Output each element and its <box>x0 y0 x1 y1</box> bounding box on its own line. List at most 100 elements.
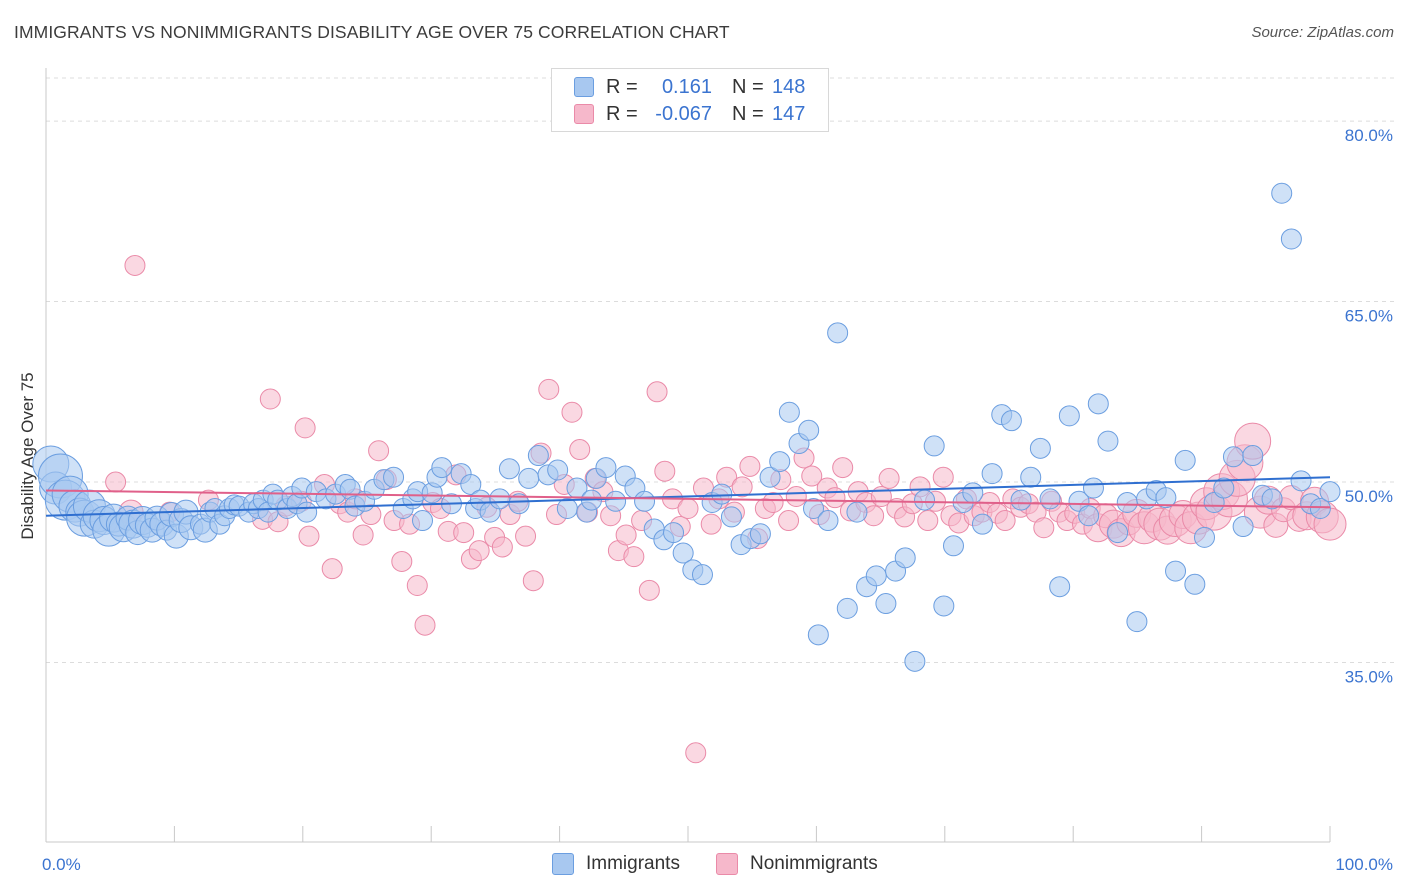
nonimmigrants-point <box>569 439 591 461</box>
correlation-legend: R = 0.161 N = 148 R = -0.067 N = 147 <box>551 68 829 132</box>
immigrants-point <box>508 493 530 515</box>
immigrants-point <box>1049 576 1071 598</box>
immigrants-point <box>894 547 916 569</box>
immigrants-point <box>1155 487 1177 509</box>
immigrants-point <box>798 419 820 441</box>
nonimmigrants-point <box>298 525 320 547</box>
immigrants-point <box>527 445 549 467</box>
immigrants-point <box>431 457 453 479</box>
immigrants-point <box>691 564 713 586</box>
immigrants-point <box>769 451 791 473</box>
nonimmigrants-point <box>801 465 823 487</box>
nonimmigrants-point <box>739 455 761 477</box>
nonimmigrants-point <box>878 467 900 489</box>
nonimmigrants-point <box>414 614 436 636</box>
y-tick-label: 65.0% <box>1345 307 1393 326</box>
nonimmigrants-point <box>700 513 722 535</box>
immigrants-point <box>807 624 829 646</box>
immigrants-point <box>836 597 858 619</box>
immigrants-point <box>711 483 733 505</box>
nonimmigrants-point <box>785 485 807 507</box>
x-tick-label: 100.0% <box>1335 855 1393 874</box>
immigrants-point <box>412 510 434 532</box>
immigrants-point <box>1000 410 1022 432</box>
immigrants-point <box>749 523 771 545</box>
legend-n-value: 147 <box>772 102 806 125</box>
immigrants-point <box>547 459 569 481</box>
immigrants-point <box>971 513 993 535</box>
nonimmigrants-legend-swatch <box>716 853 738 875</box>
immigrants-point <box>720 506 742 528</box>
immigrants-legend-label: Immigrants <box>586 853 680 874</box>
nonimmigrants-point <box>538 378 560 400</box>
immigrants-point <box>827 322 849 344</box>
immigrants-point <box>981 463 1003 485</box>
immigrants-point <box>518 467 540 489</box>
chart-title: IMMIGRANTS VS NONIMMIGRANTS DISABILITY A… <box>14 22 730 42</box>
immigrants-point <box>489 488 511 510</box>
y-tick-label: 50.0% <box>1345 487 1393 506</box>
immigrants-point <box>1213 477 1235 499</box>
immigrants-point <box>1078 505 1100 527</box>
immigrants-point <box>1309 498 1331 520</box>
legend-item-immigrants[interactable]: Immigrants <box>552 852 680 876</box>
nonimmigrants-point <box>832 457 854 479</box>
immigrants-point <box>460 473 482 495</box>
legend-item-nonimmigrants[interactable]: Nonimmigrants <box>716 852 878 876</box>
immigrants-point <box>663 522 685 544</box>
immigrants-point <box>1097 430 1119 452</box>
legend-r-value: -0.067 <box>655 102 712 125</box>
nonimmigrants-point <box>453 522 475 544</box>
nonimmigrants-point <box>491 536 513 558</box>
nonimmigrants-point <box>615 524 637 546</box>
nonimmigrants-point <box>522 570 544 592</box>
immigrants-point <box>1068 490 1090 512</box>
nonimmigrants-point <box>515 525 537 547</box>
nonimmigrants-point <box>321 558 343 580</box>
immigrants-point <box>1039 488 1061 510</box>
immigrants-point <box>1319 481 1341 503</box>
legend-n-value: 148 <box>772 75 806 98</box>
nonimmigrants-point <box>638 579 660 601</box>
immigrants-point <box>1087 393 1109 415</box>
immigrants-point <box>933 595 955 617</box>
immigrants-point <box>778 401 800 423</box>
nonimmigrants-point <box>368 440 390 462</box>
nonimmigrants-trend-line <box>45 489 1331 509</box>
trend-lines <box>45 476 1331 517</box>
nonimmigrants-point <box>762 491 784 513</box>
immigrants-point <box>914 489 936 511</box>
immigrants-point <box>1222 446 1244 468</box>
immigrants-point <box>803 498 825 520</box>
immigrants-point <box>296 501 318 523</box>
nonimmigrants-point <box>352 524 374 546</box>
immigrants-point <box>1174 449 1196 471</box>
nonimmigrants-point <box>654 460 676 482</box>
nonimmigrants-point <box>1033 517 1055 539</box>
immigrants-point <box>1010 489 1032 511</box>
immigrants-point <box>556 498 578 520</box>
immigrants-point <box>1280 228 1302 250</box>
immigrants-point <box>759 466 781 488</box>
immigrants-point <box>1029 437 1051 459</box>
nonimmigrants-legend-label: Nonimmigrants <box>750 853 878 874</box>
immigrants-trend-line <box>45 476 1331 517</box>
immigrants-point <box>1271 182 1293 204</box>
immigrants-point <box>904 650 926 672</box>
legend-row-nonimmigrants: R = -0.067 N = 147 <box>574 102 805 126</box>
immigrants-point <box>605 490 627 512</box>
y-tick-label: 35.0% <box>1345 668 1393 687</box>
immigrants-point <box>1126 611 1148 633</box>
immigrants-point <box>672 542 694 564</box>
immigrants-point <box>595 457 617 479</box>
immigrants-point <box>865 565 887 587</box>
immigrants-point <box>923 435 945 457</box>
nonimmigrants-point <box>677 498 699 520</box>
immigrants-point <box>846 501 868 523</box>
immigrants-point <box>383 466 405 488</box>
nonimmigrants-point <box>824 487 846 509</box>
legend-row-immigrants: R = 0.161 N = 148 <box>574 75 805 99</box>
nonimmigrants-point <box>561 401 583 423</box>
immigrants-point <box>1165 560 1187 582</box>
nonimmigrants-point <box>646 381 668 403</box>
